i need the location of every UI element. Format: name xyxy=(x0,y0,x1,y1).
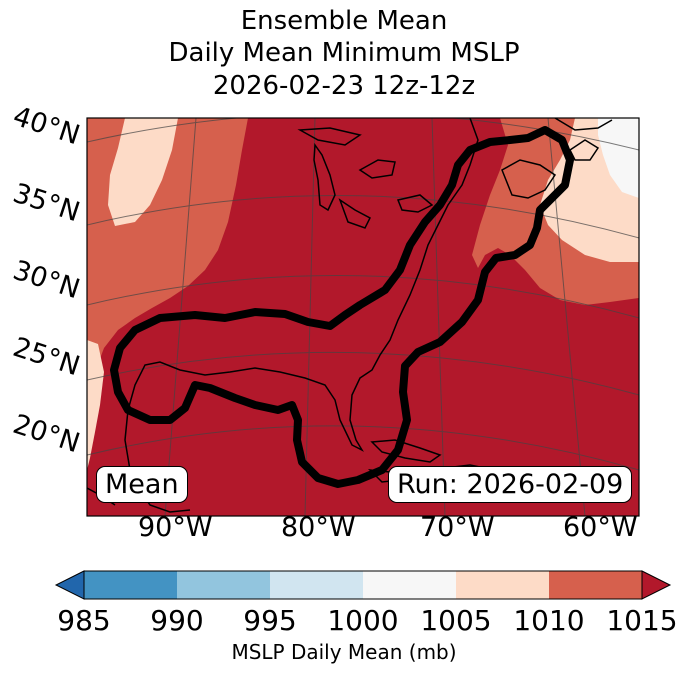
colorbar-extend-high xyxy=(641,570,672,600)
lon-label-90: 90°W xyxy=(138,512,213,543)
field-1000-1005-nw xyxy=(108,118,178,226)
colorbar-tick-1005: 1005 xyxy=(420,604,492,637)
colorbar-label: MSLP Daily Mean (mb) xyxy=(231,640,457,664)
field-995-1000-east xyxy=(598,118,639,198)
colorbar-tick-985: 985 xyxy=(57,604,111,637)
title-line-1: Ensemble Mean xyxy=(240,6,448,36)
mean-label-box: Mean xyxy=(96,466,188,503)
field-1000-1005-sw xyxy=(87,340,104,470)
colorbar-segment-990 xyxy=(177,571,271,599)
lon-label-70: 70°W xyxy=(420,512,495,543)
colorbar-tick-990: 990 xyxy=(150,604,204,637)
title-line-3: 2026-02-23 12z-12z xyxy=(212,71,476,101)
map-frame xyxy=(86,117,640,517)
run-date-box: Run: 2026-02-09 xyxy=(388,466,633,503)
graticule xyxy=(87,118,639,516)
colorbar-segment-995 xyxy=(270,571,364,599)
colorbar-segment-1010 xyxy=(549,571,643,599)
title-line-2: Daily Mean Minimum MSLP xyxy=(168,38,520,68)
lon-label-60: 60°W xyxy=(563,512,638,543)
colorbar-tick-1000: 1000 xyxy=(327,604,399,637)
colorbar-segment-1005 xyxy=(456,571,550,599)
colorbar-segment-1000 xyxy=(363,571,457,599)
colorbar-segment-985 xyxy=(84,571,178,599)
colorbar-tick-1010: 1010 xyxy=(513,604,585,637)
colorbar-tick-1015: 1015 xyxy=(606,604,678,637)
colorbar-tick-995: 995 xyxy=(243,604,297,637)
threshold-contour xyxy=(110,126,574,488)
lon-label-80: 80°W xyxy=(281,512,356,543)
colorbar-extend-low xyxy=(54,570,85,600)
